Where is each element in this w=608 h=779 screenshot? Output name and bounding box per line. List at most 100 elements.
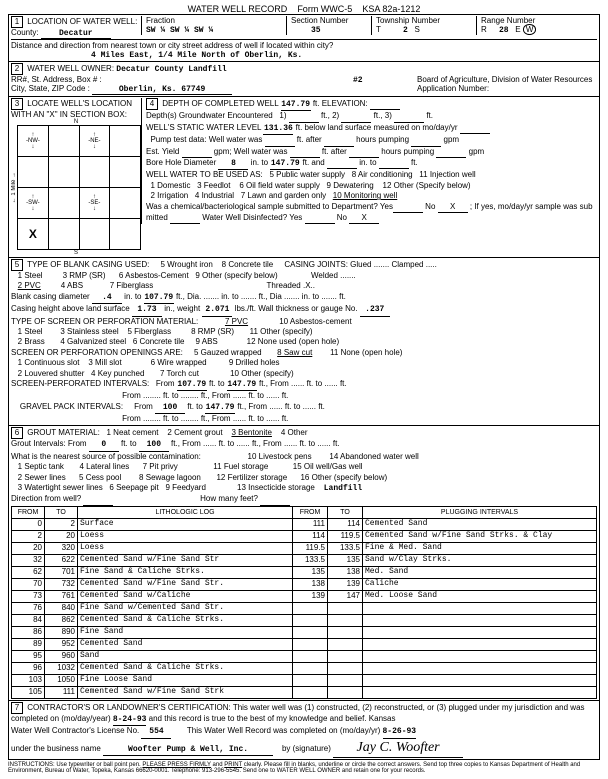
lith-from: 105 xyxy=(12,686,45,698)
sec-num-6: 6 xyxy=(11,427,23,439)
plug-to: 135 xyxy=(328,554,363,566)
grt-from: 0 xyxy=(89,440,119,451)
plug-to xyxy=(328,650,363,662)
sec-num-1: 1 xyxy=(11,16,23,28)
plug-from: 133.5 xyxy=(293,554,328,566)
plug-from xyxy=(293,614,328,626)
lith-to: 732 xyxy=(45,578,78,590)
plug-from: 111 xyxy=(293,518,328,530)
elev xyxy=(370,99,400,110)
lith-from: 2 xyxy=(12,530,45,542)
lith-to: 701 xyxy=(45,566,78,578)
section-1: 1 LOCATION OF WATER WELL: County: Decatu… xyxy=(8,14,600,62)
section-box-grid: ↑-NW-↓↑-NE-↓ ↑-SW-↓↑-SE-↓ X xyxy=(17,125,141,250)
lith-desc: Cemented Sand w/Fine Sand Str. xyxy=(78,578,293,590)
static: 131.36 xyxy=(263,124,293,135)
plug-desc xyxy=(363,686,597,698)
plug-to xyxy=(328,674,363,686)
plug-to: 139 xyxy=(328,578,363,590)
lith-desc: Cemented Sand xyxy=(78,638,293,650)
plug-desc: Cemented Sand w/Fine Sand Strks. & Clay xyxy=(363,530,597,542)
plug-to: 119.5 xyxy=(328,530,363,542)
plug-to: 138 xyxy=(328,566,363,578)
sec-num-4: 4 xyxy=(146,98,158,110)
plug-desc: Cemented Sand xyxy=(363,518,597,530)
owner: Decatur County Landfill xyxy=(116,65,226,74)
plug-to xyxy=(328,662,363,674)
gauge: .237 xyxy=(360,305,390,316)
scr-to: 147.79 xyxy=(227,380,257,391)
lith-from: 89 xyxy=(12,638,45,650)
section-2: 2 WATER WELL OWNER: Decatur County Landf… xyxy=(8,62,600,97)
plug-from xyxy=(293,602,328,614)
plug-from: 138 xyxy=(293,578,328,590)
signature: Jay C. Woofter xyxy=(333,739,463,758)
sec-num-2: 2 xyxy=(11,63,23,75)
lith-to: 890 xyxy=(45,626,78,638)
app-no: #2 xyxy=(353,76,413,85)
section-6: 6 GROUT MATERIAL: 1 Neat cement 2 Cement… xyxy=(8,426,600,700)
lith-to: 1050 xyxy=(45,674,78,686)
lic: 554 xyxy=(141,727,171,738)
lith-to: 20 xyxy=(45,530,78,542)
plug-to: 147 xyxy=(328,590,363,602)
gw1 xyxy=(289,111,319,122)
plug-from: 135 xyxy=(293,566,328,578)
plug-desc xyxy=(363,650,597,662)
lith-to: 952 xyxy=(45,638,78,650)
scr-from: 107.79 xyxy=(177,380,207,391)
lith-desc: Fine Sand xyxy=(78,626,293,638)
lith-desc: Fine Sand w/Cemented Sand Str. xyxy=(78,602,293,614)
city: Oberlin, Ks. 67749 xyxy=(92,85,232,95)
plug-from xyxy=(293,674,328,686)
lith-desc: Cemented Sand w/Fine Sand Str xyxy=(78,554,293,566)
plug-desc: Med. Sand xyxy=(363,566,597,578)
lith-from: 0 xyxy=(12,518,45,530)
grv-from: 100 xyxy=(155,403,185,414)
lith-from: 32 xyxy=(12,554,45,566)
section-no: 35 xyxy=(311,26,321,35)
plug-desc xyxy=(363,662,597,674)
lithologic-table: FROMTOLITHOLOGIC LOGFROMTOPLUGGING INTER… xyxy=(11,506,597,699)
nearest: Landfill xyxy=(324,484,362,493)
bh-diam: 8 xyxy=(218,159,248,170)
plug-to: 133.5 xyxy=(328,542,363,554)
form-title: WATER WELL RECORD xyxy=(188,4,288,14)
lith-from: 103 xyxy=(12,674,45,686)
lith-desc: Fine Sand & Caliche Strks. xyxy=(78,566,293,578)
lith-from: 96 xyxy=(12,662,45,674)
sec-num-7: 7 xyxy=(11,702,23,714)
plug-from xyxy=(293,626,328,638)
lith-desc: Cemented Sand & Caliche Strks. xyxy=(78,614,293,626)
lith-to: 840 xyxy=(45,602,78,614)
depth: 147.79 xyxy=(281,100,311,111)
lith-to: 761 xyxy=(45,590,78,602)
lith-desc: Sand xyxy=(78,650,293,662)
plug-from xyxy=(293,638,328,650)
plug-desc: Med. Loose Sand xyxy=(363,590,597,602)
business: Woofter Pump & Well, Inc. xyxy=(103,745,273,756)
lith-from: 70 xyxy=(12,578,45,590)
plug-desc xyxy=(363,638,597,650)
casing-wt: 2.071 xyxy=(202,305,232,316)
lith-desc: Fine Loose Sand xyxy=(78,674,293,686)
date2: 8-26-93 xyxy=(383,727,417,738)
fraction: SW ¼ SW ¼ SW ¼ xyxy=(146,26,213,35)
plug-desc xyxy=(363,614,597,626)
lith-from: 76 xyxy=(12,602,45,614)
lith-to: 1032 xyxy=(45,662,78,674)
plug-desc xyxy=(363,626,597,638)
section-7: 7 CONTRACTOR'S OR LANDOWNER'S CERTIFICAT… xyxy=(8,701,600,760)
plug-from xyxy=(293,686,328,698)
lith-desc: Loess xyxy=(78,542,293,554)
distance: 4 Miles East, 1/4 Mile North of Oberlin,… xyxy=(91,51,302,60)
range: 28 xyxy=(499,26,509,35)
range-dir: W xyxy=(523,24,537,35)
lith-to: 862 xyxy=(45,614,78,626)
plug-desc: Caliche xyxy=(363,578,597,590)
lith-desc: Cemented Sand & Caliche Strks. xyxy=(78,662,293,674)
sec-num-5: 5 xyxy=(11,259,23,271)
section-3-4: 3 LOCATE WELL'S LOCATION WITH AN "X" IN … xyxy=(8,97,600,258)
lith-from: 86 xyxy=(12,626,45,638)
lith-from: 73 xyxy=(12,590,45,602)
